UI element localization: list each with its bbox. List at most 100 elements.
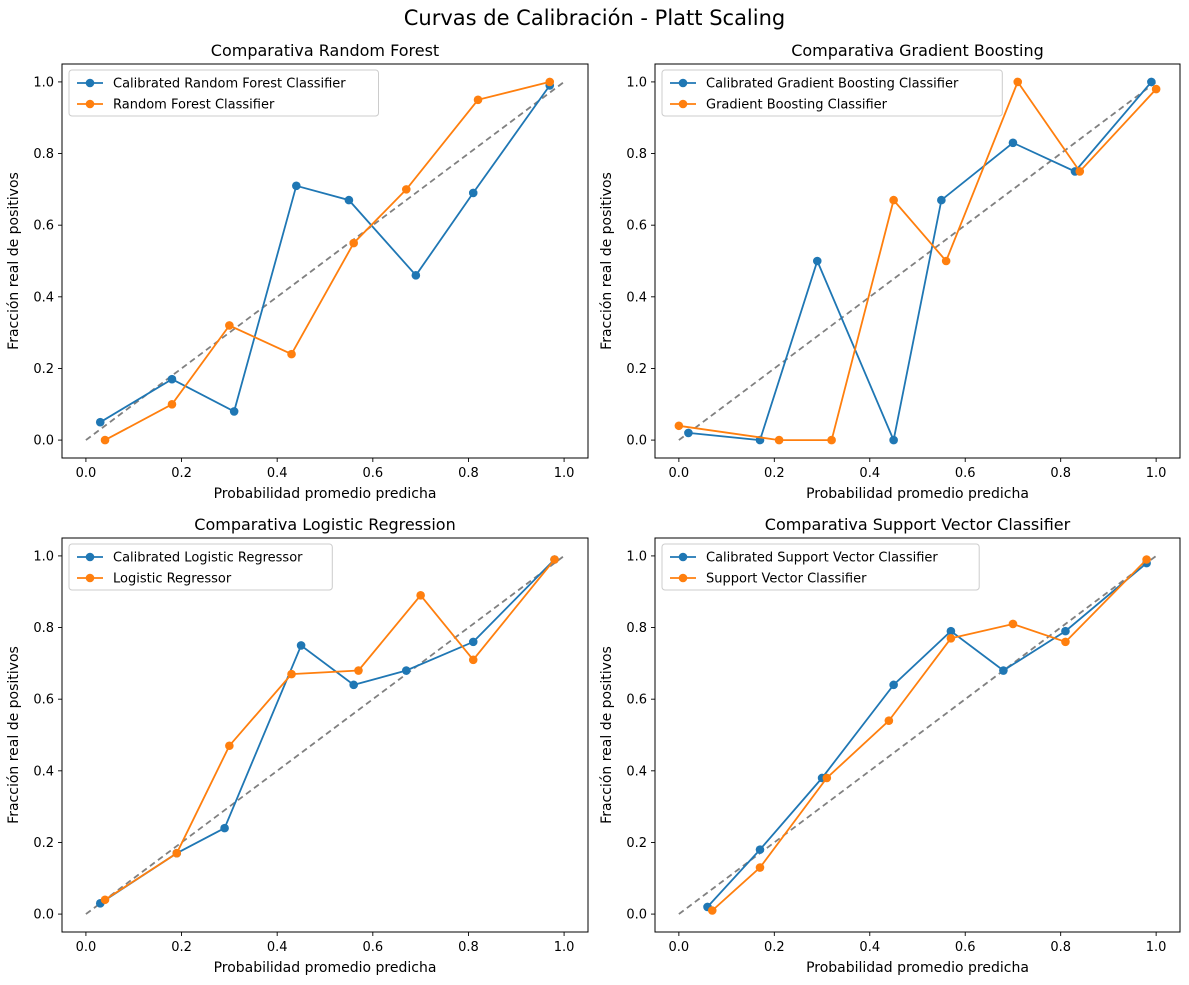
x-tick-label: 0.0 — [76, 940, 97, 955]
x-tick-label: 1.0 — [1146, 940, 1167, 955]
y-tick-label: 0.2 — [626, 836, 647, 851]
x-tick-label: 0.8 — [458, 940, 479, 955]
x-tick-label: 0.6 — [362, 940, 383, 955]
data-point — [401, 185, 411, 194]
legend-marker — [85, 78, 95, 88]
x-axis-label: Probabilidad promedio predicha — [214, 960, 437, 976]
data-point — [884, 716, 894, 725]
chart-title: Comparativa Gradient Boosting — [791, 41, 1044, 60]
data-point — [937, 195, 946, 205]
x-axis-label: Probabilidad promedio predicha — [806, 960, 1029, 976]
y-axis-label: Fracción real de positivos — [6, 646, 22, 824]
y-tick-label: 0.0 — [33, 908, 54, 923]
data-point — [946, 633, 956, 643]
legend-marker — [85, 552, 95, 562]
data-point — [1061, 637, 1070, 647]
x-tick-label: 0.4 — [859, 466, 880, 481]
data-point — [1061, 626, 1070, 636]
data-point — [287, 349, 296, 359]
legend-marker — [678, 552, 688, 562]
data-point — [225, 741, 234, 751]
series-line-1 — [678, 80, 1157, 442]
data-point — [1147, 77, 1156, 87]
data-point — [1008, 619, 1018, 629]
data-point — [889, 435, 898, 445]
data-point — [468, 188, 478, 198]
data-point — [755, 845, 765, 854]
data-point — [674, 421, 684, 431]
x-tick-label: 0.0 — [76, 466, 97, 481]
legend-marker — [85, 99, 95, 109]
data-point — [411, 271, 421, 280]
y-axis-label: Fracción real de positivos — [599, 646, 615, 824]
x-tick-label: 0.6 — [955, 466, 976, 481]
data-point — [95, 417, 105, 427]
x-axis-label: Probabilidad promedio predicha — [214, 486, 437, 502]
data-point — [812, 256, 822, 266]
data-point — [349, 238, 358, 248]
data-point — [167, 399, 177, 409]
y-tick-label: 0.2 — [33, 362, 54, 377]
data-point — [684, 428, 693, 438]
axes-frame — [61, 63, 589, 459]
x-tick-label: 0.2 — [764, 940, 785, 955]
data-point — [468, 655, 478, 665]
data-point — [941, 256, 951, 266]
x-tick-label: 0.0 — [669, 466, 690, 481]
series-line-0 — [706, 562, 1148, 908]
x-tick-label: 0.2 — [171, 940, 192, 955]
y-tick-label: 1.0 — [626, 75, 647, 90]
x-axis-label: Probabilidad promedio predicha — [806, 486, 1029, 502]
axes-frame — [654, 63, 1181, 459]
y-tick-label: 0.6 — [626, 693, 647, 708]
data-point — [287, 669, 296, 679]
data-point — [468, 637, 478, 647]
data-point — [946, 626, 956, 636]
y-tick-label: 0.8 — [33, 621, 54, 636]
axes-frame — [654, 537, 1181, 933]
y-tick-label: 0.8 — [33, 147, 54, 162]
series-line-1 — [104, 81, 550, 441]
data-point — [707, 906, 717, 915]
legend-label: Calibrated Random Forest Classifier — [113, 77, 346, 92]
x-tick-label: 0.6 — [955, 940, 976, 955]
data-point — [1142, 555, 1151, 564]
data-point — [172, 848, 182, 858]
legend-box — [68, 69, 379, 117]
x-tick-label: 0.2 — [764, 466, 785, 481]
data-point — [1008, 138, 1018, 148]
data-point — [545, 77, 555, 87]
data-point — [225, 321, 234, 330]
data-point — [822, 773, 832, 783]
data-point — [889, 680, 898, 690]
y-tick-label: 0.4 — [33, 290, 54, 305]
legend-label: Random Forest Classifier — [113, 98, 275, 113]
data-point — [229, 407, 239, 416]
y-tick-label: 0.4 — [33, 764, 54, 779]
y-tick-label: 0.0 — [33, 434, 54, 449]
data-point — [416, 591, 425, 600]
y-tick-label: 0.6 — [33, 219, 54, 234]
data-point — [292, 181, 301, 191]
y-tick-label: 0.6 — [626, 219, 647, 234]
data-point — [401, 666, 411, 675]
chart-title: Comparativa Logistic Regression — [194, 515, 455, 534]
chart-title: Comparativa Random Forest — [211, 41, 439, 60]
x-tick-label: 0.8 — [1050, 940, 1071, 955]
legend-box — [68, 543, 333, 591]
y-tick-label: 0.2 — [33, 836, 54, 851]
legend-label: Calibrated Gradient Boosting Classifier — [706, 77, 959, 92]
data-point — [827, 435, 836, 445]
data-point — [550, 555, 559, 564]
data-point — [354, 666, 363, 675]
legend-box — [661, 543, 980, 591]
data-point — [1151, 84, 1161, 94]
data-point — [349, 680, 358, 690]
data-point — [1075, 167, 1085, 176]
x-tick-label: 0.6 — [362, 466, 383, 481]
y-tick-label: 0.2 — [626, 362, 647, 377]
y-axis-label: Fracción real de positivos — [6, 172, 22, 350]
x-tick-label: 0.4 — [267, 466, 288, 481]
data-point — [296, 641, 306, 650]
